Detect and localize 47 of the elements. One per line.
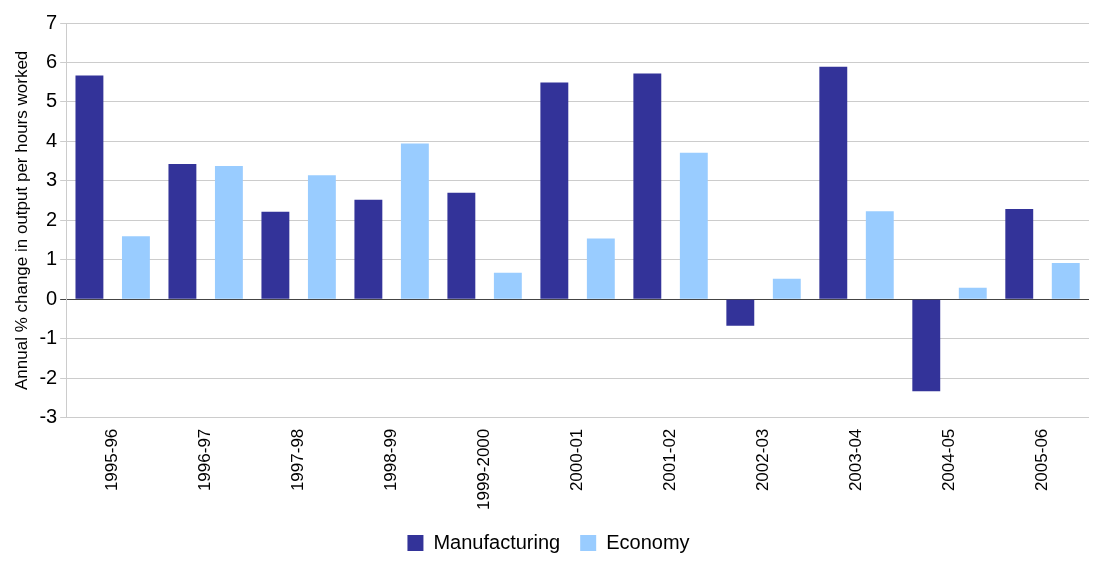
y-tick-label: -1 [39, 326, 58, 349]
y-tick-label: 0 [46, 286, 58, 309]
bar [819, 66, 848, 299]
y-tick-label: 5 [46, 89, 58, 112]
bar [493, 272, 522, 299]
bar [1051, 262, 1080, 299]
y-tick-label: 7 [46, 10, 58, 33]
bar [121, 236, 150, 299]
x-tick-label: 1998-99 [381, 428, 401, 492]
x-tick-label: 2001-02 [660, 428, 680, 492]
bar [261, 211, 290, 299]
bar [586, 238, 615, 299]
x-tick-label: 1999-2000 [474, 428, 494, 511]
bar [354, 199, 383, 299]
bar [540, 82, 569, 299]
y-tick-label: 6 [46, 49, 58, 72]
bar [214, 165, 243, 299]
y-tick-label: -3 [39, 405, 58, 428]
x-tick-label: 2003-04 [846, 428, 866, 492]
x-tick-label: 2000-01 [567, 428, 587, 492]
bar [772, 278, 801, 299]
y-tick-label: 1 [46, 247, 58, 270]
y-tick-label: 3 [46, 168, 58, 191]
x-tick-label: 2005-06 [1032, 428, 1052, 492]
bar [633, 73, 662, 299]
bar [726, 299, 755, 326]
legend-label: Economy [606, 530, 690, 553]
x-tick-label: 2004-05 [939, 428, 959, 492]
x-tick-label: 1996-97 [195, 428, 215, 492]
bar [447, 192, 476, 299]
bar [168, 163, 197, 299]
bar [679, 152, 708, 299]
bar [75, 75, 104, 299]
y-tick-label: -2 [39, 365, 58, 388]
bar [865, 211, 894, 299]
legend-label: Manufacturing [433, 530, 561, 553]
x-tick-label: 2002-03 [753, 428, 773, 492]
bar [307, 175, 336, 299]
y-axis-title: Annual % change in output per hours worked [11, 50, 31, 390]
x-tick-label: 1997-98 [288, 428, 308, 492]
y-tick-label: 2 [46, 207, 58, 230]
bar [400, 143, 429, 299]
bar [1005, 208, 1034, 299]
x-tick-label: 1995-96 [102, 428, 122, 492]
y-tick-label: 4 [46, 128, 58, 151]
bar [912, 299, 941, 392]
bar [958, 287, 987, 299]
